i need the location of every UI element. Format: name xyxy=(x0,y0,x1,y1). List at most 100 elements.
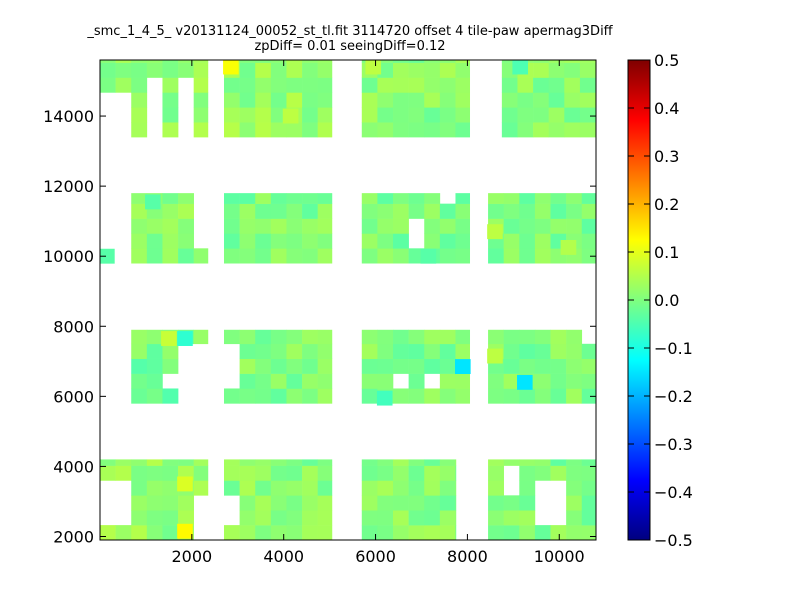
heatmap-cell xyxy=(566,193,583,204)
heatmap-cell xyxy=(162,388,179,404)
heatmap-cell xyxy=(566,510,583,526)
heatmap-cell xyxy=(424,459,441,466)
heatmap-cell xyxy=(408,62,425,78)
heatmap-cell xyxy=(162,92,179,108)
heatmap-cell xyxy=(377,343,394,359)
heatmap-cell xyxy=(581,465,596,481)
heatmap-cell xyxy=(424,480,441,496)
heatmap-cell xyxy=(317,248,333,264)
heatmap-cell xyxy=(503,459,520,466)
heatmap-cell xyxy=(162,480,179,496)
heatmap-cell xyxy=(455,77,471,93)
heatmap-cell xyxy=(455,388,471,404)
heatmap-cell xyxy=(534,525,551,540)
heatmap-cell xyxy=(239,525,256,540)
heatmap-cell xyxy=(424,218,441,234)
heatmap-cell xyxy=(393,465,409,481)
heatmap-cell xyxy=(534,233,551,249)
heatmap-cell xyxy=(270,218,287,234)
heatmap-cell xyxy=(146,388,163,404)
heatmap-cell xyxy=(224,233,240,249)
heatmap-cell xyxy=(131,193,148,204)
heatmap-cell xyxy=(548,62,565,78)
tile-region xyxy=(224,60,333,138)
heatmap-cell xyxy=(393,203,409,219)
heatmap-cell xyxy=(131,495,148,511)
heatmap-cell xyxy=(534,343,551,359)
heatmap-cell xyxy=(550,373,567,389)
heatmap-cell xyxy=(146,480,163,496)
heatmap-cell xyxy=(439,218,456,234)
heatmap-cell xyxy=(533,77,549,93)
heatmap-cell xyxy=(115,62,132,78)
heatmap-cell xyxy=(224,480,240,496)
heatmap-cell xyxy=(224,122,240,138)
heatmap-highlight-cell xyxy=(517,374,533,390)
heatmap-highlight-cell xyxy=(177,523,193,539)
heatmap-cell xyxy=(317,480,333,496)
heatmap-cell xyxy=(439,459,456,466)
heatmap-cell xyxy=(162,218,179,234)
heatmap-highlight-cell xyxy=(487,348,503,364)
heatmap-cell xyxy=(270,60,287,63)
heatmap-cell xyxy=(146,373,163,389)
heatmap-cell xyxy=(178,510,194,526)
heatmap-cell xyxy=(162,193,179,204)
heatmap-cell xyxy=(302,343,318,359)
heatmap-cell xyxy=(519,388,536,404)
heatmap-cell xyxy=(193,77,209,93)
heatmap-cell xyxy=(566,480,583,496)
colorbar-tick-label: −0.1 xyxy=(654,339,693,358)
heatmap-cell xyxy=(424,60,441,63)
heatmap-cell xyxy=(564,107,581,123)
heatmap-cell xyxy=(286,495,303,511)
heatmap-cell xyxy=(255,193,272,204)
heatmap-cell xyxy=(439,329,456,345)
heatmap-cell xyxy=(162,122,179,138)
heatmap-cell xyxy=(550,329,567,345)
heatmap-cell xyxy=(581,525,596,540)
heatmap-cell xyxy=(566,373,583,389)
heatmap-cell xyxy=(503,203,520,219)
heatmap-cell xyxy=(317,60,333,63)
heatmap-cell xyxy=(377,122,394,138)
heatmap-cell xyxy=(224,203,240,219)
heatmap-cell xyxy=(408,60,425,63)
heatmap-cell xyxy=(302,480,318,496)
heatmap-cell xyxy=(488,525,504,540)
heatmap-cell xyxy=(408,203,425,219)
heatmap-cell xyxy=(455,203,471,219)
heatmap-cell xyxy=(455,62,471,78)
colorbar-tick-label: 0.3 xyxy=(654,147,679,166)
colorbar-tick-label: 0.5 xyxy=(654,51,679,70)
heatmap-cell xyxy=(377,459,394,466)
heatmap-cell xyxy=(239,388,256,404)
heatmap-cell xyxy=(255,510,272,526)
heatmap-cell xyxy=(115,60,132,63)
heatmap-cell xyxy=(224,329,240,345)
heatmap-cell xyxy=(286,92,303,108)
heatmap-cell xyxy=(534,248,551,264)
heatmap-cell xyxy=(533,107,549,123)
heatmap-cell xyxy=(503,495,520,511)
heatmap-cell xyxy=(439,107,456,123)
heatmap-cell xyxy=(519,193,536,204)
heatmap-cell xyxy=(270,233,287,249)
heatmap-cell xyxy=(564,60,581,63)
heatmap-cell xyxy=(501,77,518,93)
heatmap-cell xyxy=(424,92,441,108)
heatmap-cell xyxy=(519,248,536,264)
heatmap-cell xyxy=(239,233,256,249)
heatmap-cell xyxy=(270,92,287,108)
heatmap-cell xyxy=(255,62,272,78)
heatmap-cell xyxy=(501,60,518,63)
heatmap-cell xyxy=(302,388,318,404)
tile-region xyxy=(361,193,471,264)
heatmap-cell xyxy=(519,465,536,481)
heatmap-cell xyxy=(377,77,394,93)
heatmap-cell xyxy=(393,388,409,404)
heatmap-cell xyxy=(239,122,256,138)
heatmap-cell xyxy=(503,329,520,345)
heatmap-cell xyxy=(501,122,518,138)
heatmap-highlight-cell xyxy=(420,248,437,264)
